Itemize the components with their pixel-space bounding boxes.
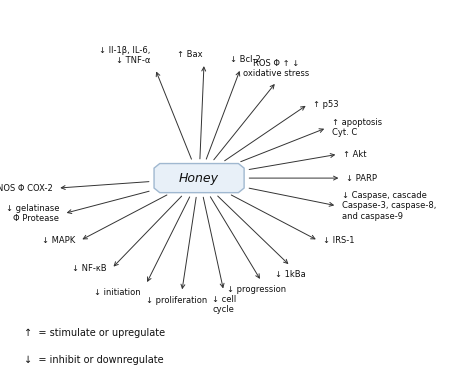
Text: ↓ proliferation: ↓ proliferation <box>146 296 208 305</box>
Text: ↓  = inhibit or downregulate: ↓ = inhibit or downregulate <box>24 355 164 365</box>
Text: ↓ cell
cycle: ↓ cell cycle <box>212 295 236 314</box>
Text: ↑ Bax: ↑ Bax <box>177 51 203 59</box>
Text: ↓ Caspase, cascade
Caspase-3, caspase-8,
and caspase-9: ↓ Caspase, cascade Caspase-3, caspase-8,… <box>342 191 436 221</box>
Text: ↓ IRS-1: ↓ IRS-1 <box>323 236 355 245</box>
Text: ↑  = stimulate or upregulate: ↑ = stimulate or upregulate <box>24 328 165 338</box>
Text: ↓ progression: ↓ progression <box>227 285 286 294</box>
Text: ↓ gelatinase
Φ Protease: ↓ gelatinase Φ Protease <box>6 204 59 223</box>
Text: ↓ MAPK: ↓ MAPK <box>42 236 75 245</box>
Text: ROS Φ ↑ ↓
oxidative stress: ROS Φ ↑ ↓ oxidative stress <box>244 59 310 78</box>
Text: ↓ initiation: ↓ initiation <box>94 288 141 298</box>
Polygon shape <box>154 164 244 193</box>
Text: ↑ Akt: ↑ Akt <box>343 150 366 159</box>
Text: ↑ apoptosis
Cyt. C: ↑ apoptosis Cyt. C <box>332 118 382 137</box>
Text: ↓ iNOS Φ COX-2: ↓ iNOS Φ COX-2 <box>0 183 53 193</box>
Text: ↑ p53: ↑ p53 <box>313 100 338 109</box>
Text: ↓ Il-1β, IL-6,
↓ TNF-α: ↓ Il-1β, IL-6, ↓ TNF-α <box>99 46 150 65</box>
Text: ↓ 1kBa: ↓ 1kBa <box>275 270 306 279</box>
Text: ↓ PARP: ↓ PARP <box>346 173 377 183</box>
Text: Honey: Honey <box>179 172 219 185</box>
Text: ↓ NF-κB: ↓ NF-κB <box>72 264 107 273</box>
Text: ↓ Bcl-2: ↓ Bcl-2 <box>230 56 261 64</box>
